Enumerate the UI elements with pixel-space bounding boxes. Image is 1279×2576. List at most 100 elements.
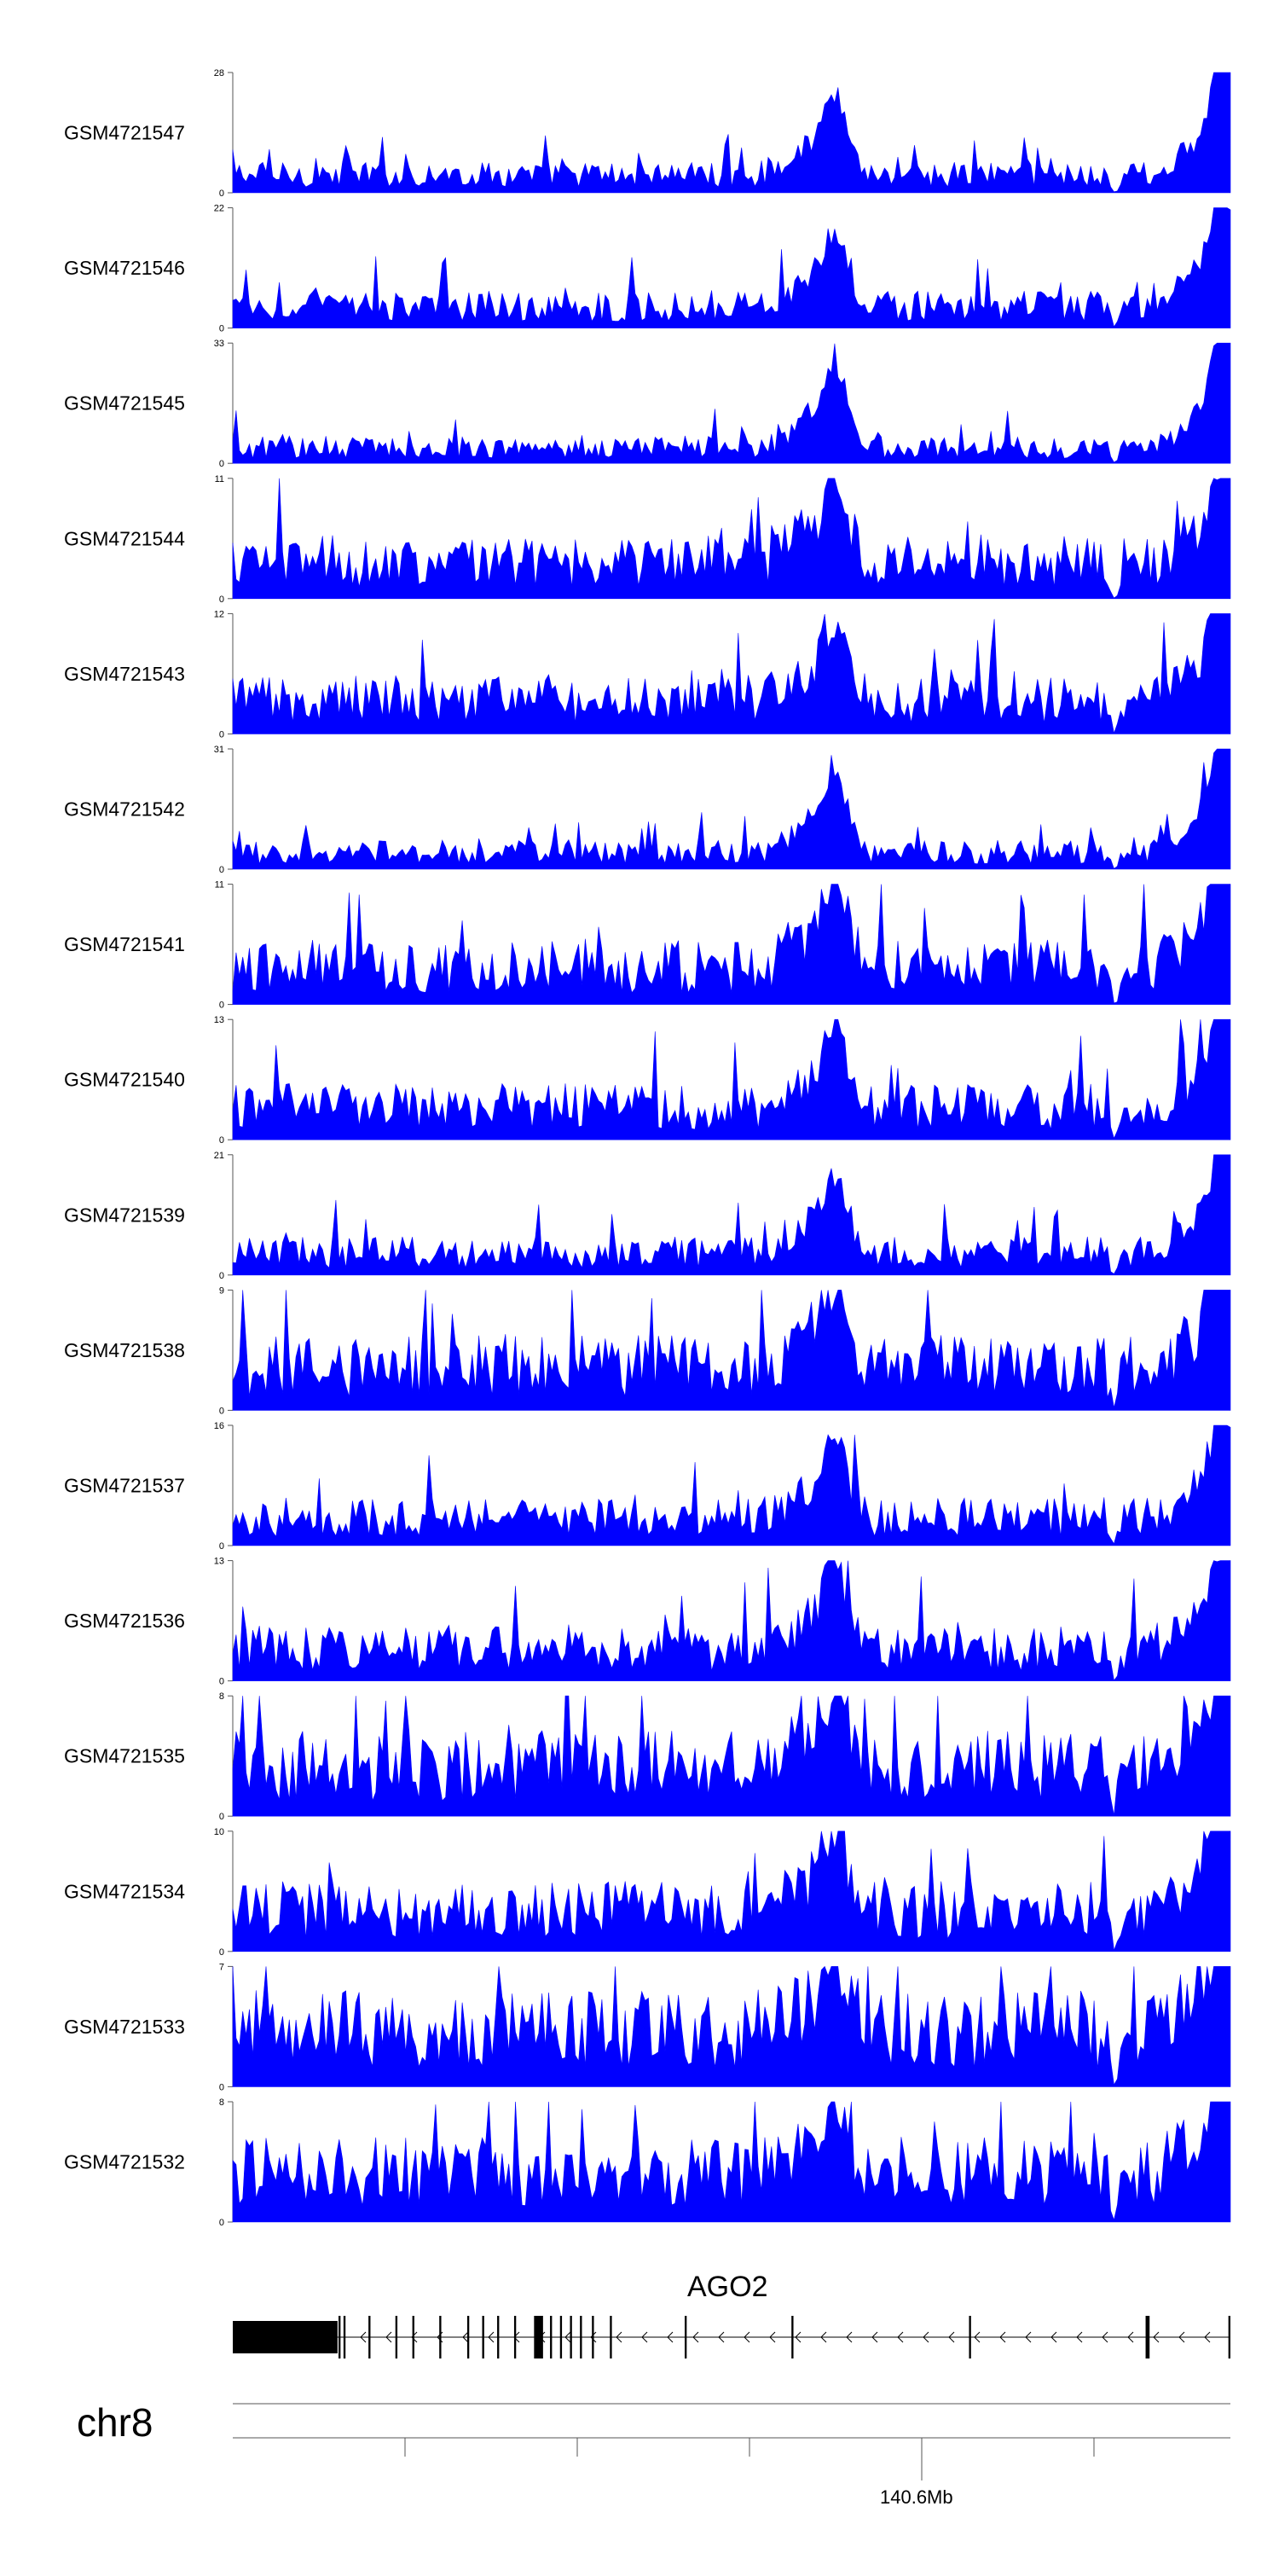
track-ymin-label: 0: [219, 729, 224, 740]
track-ymax-label: 28: [214, 68, 224, 78]
track-GSM4721541: GSM4721541 11 0: [64, 880, 1231, 1011]
track-ymax-label: 10: [214, 1827, 224, 1837]
track-GSM4721544: GSM4721544 11 0: [64, 474, 1231, 605]
gene-exon: [395, 2316, 398, 2358]
strand-arrow: [1204, 2331, 1211, 2343]
track-coverage-area: [232, 342, 1231, 464]
strand-arrow: [923, 2331, 929, 2343]
strand-arrow: [1050, 2331, 1057, 2343]
track-ymax-label: 12: [214, 609, 224, 619]
track-GSM4721535: GSM4721535 8 0: [64, 1691, 1231, 1822]
gene-exon: [513, 2316, 517, 2358]
track-coverage-area: [232, 884, 1231, 1005]
track-label: GSM4721539: [64, 1204, 185, 1226]
track-coverage-area: [232, 207, 1231, 328]
gene-exon: [534, 2316, 543, 2358]
strand-arrow: [1153, 2331, 1160, 2343]
track-ymax-label: 31: [214, 745, 224, 755]
track-GSM4721543: GSM4721543 12 0: [64, 609, 1231, 740]
track-ymax-label: 9: [219, 1285, 224, 1296]
strand-arrow: [744, 2331, 750, 2343]
track-GSM4721540: GSM4721540 13 0: [64, 1015, 1231, 1146]
gene-exon: [368, 2316, 371, 2358]
strand-arrow: [1025, 2331, 1032, 2343]
gene-exon: [1228, 2316, 1230, 2358]
strand-arrow: [897, 2331, 904, 2343]
gene-exon: [233, 2321, 338, 2353]
track-coverage-area: [232, 1560, 1231, 1681]
track-ymin-label: 0: [219, 189, 224, 199]
chromosome-axis: chr8 140.6Mb: [77, 2400, 1230, 2508]
gene-name-label: AGO2: [687, 2271, 767, 2303]
track-GSM4721536: GSM4721536 13 0: [64, 1557, 1231, 1687]
track-ymin-label: 0: [219, 1947, 224, 1958]
track-label: GSM4721542: [64, 798, 185, 821]
track-coverage-area: [232, 1965, 1231, 2087]
strand-arrow: [411, 2331, 418, 2343]
strand-arrow: [999, 2331, 1006, 2343]
coverage-tracks: GSM4721547280GSM4721546220GSM4721545330G…: [64, 68, 1231, 2228]
strand-arrow: [488, 2331, 495, 2343]
strand-arrow: [846, 2331, 853, 2343]
track-ymax-label: 11: [215, 474, 224, 484]
gene-exons: [233, 2316, 1230, 2358]
strand-arrow: [948, 2331, 955, 2343]
track-coverage-area: [232, 1018, 1231, 1140]
strand-arrow: [1102, 2331, 1108, 2343]
track-ymin-label: 0: [219, 459, 224, 469]
track-label: GSM4721544: [64, 527, 185, 549]
strand-arrow: [974, 2331, 981, 2343]
gene-exon: [791, 2316, 794, 2358]
strand-arrow: [871, 2331, 878, 2343]
track-label: GSM4721532: [64, 2151, 185, 2173]
track-ymin-label: 0: [219, 865, 224, 875]
gene-exon: [610, 2316, 612, 2358]
track-label: GSM4721536: [64, 1610, 185, 1632]
track-ymin-label: 0: [219, 1135, 224, 1146]
strand-arrow: [667, 2331, 674, 2343]
track-ymin-label: 0: [219, 1001, 224, 1011]
track-GSM4721538: GSM4721538 9 0: [64, 1285, 1231, 1416]
track-GSM4721546: GSM4721546 22 0: [64, 204, 1231, 334]
gene-exon: [339, 2316, 341, 2358]
strand-arrow: [616, 2331, 622, 2343]
track-ymax-label: 13: [214, 1015, 224, 1025]
track-label: GSM4721535: [64, 1745, 185, 1767]
gene-exon: [550, 2316, 553, 2358]
track-GSM4721532: GSM4721532 8 0: [64, 2097, 1231, 2228]
track-ymin-label: 0: [219, 2218, 224, 2228]
track-coverage-area: [232, 1830, 1231, 1952]
track-GSM4721545: GSM4721545 33 0: [64, 339, 1231, 469]
strand-arrow: [641, 2331, 648, 2343]
track-label: GSM4721545: [64, 392, 185, 415]
track-ymax-label: 16: [214, 1421, 224, 1431]
gene-exon: [969, 2316, 971, 2358]
strand-arrow: [1178, 2331, 1185, 2343]
track-coverage-area: [232, 2101, 1231, 2223]
strand-arrow: [769, 2331, 776, 2343]
gene-exon: [685, 2316, 687, 2358]
track-GSM4721547: GSM4721547 28 0: [64, 68, 1231, 199]
track-coverage-area: [232, 1695, 1231, 1817]
track-GSM4721537: GSM4721537 16 0: [64, 1421, 1231, 1552]
track-ymax-label: 33: [214, 339, 224, 349]
gene-exon: [592, 2316, 594, 2358]
track-ymin-label: 0: [219, 595, 224, 605]
gene-exon: [1145, 2316, 1150, 2358]
track-coverage-area: [232, 748, 1231, 870]
strand-arrow: [360, 2331, 367, 2343]
strand-arrow: [462, 2331, 469, 2343]
gene-exon: [580, 2316, 582, 2358]
track-ymax-label: 11: [215, 880, 224, 891]
track-ymax-label: 7: [219, 1962, 224, 1972]
track-ymax-label: 13: [214, 1557, 224, 1567]
genome-axis-ticks: [404, 2438, 1095, 2480]
strand-arrow: [564, 2331, 571, 2343]
strand-arrow: [795, 2331, 802, 2343]
track-coverage-area: [232, 613, 1231, 734]
track-GSM4721539: GSM4721539 21 0: [64, 1151, 1231, 1281]
track-coverage-area: [232, 1154, 1231, 1276]
gene-exon: [570, 2316, 572, 2358]
track-label: GSM4721543: [64, 663, 185, 685]
